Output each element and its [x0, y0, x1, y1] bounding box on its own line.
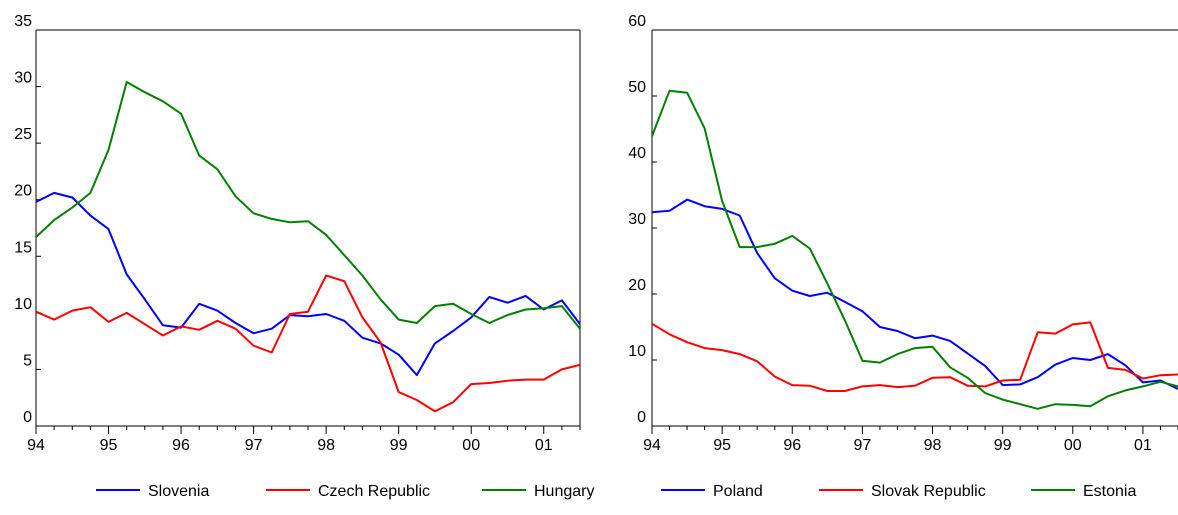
legend-label: Poland	[713, 483, 763, 500]
y-tick-label: 40	[628, 145, 646, 162]
x-tick-label: 98	[924, 437, 942, 454]
y-tick-label: 0	[637, 409, 646, 426]
y-tick-label: 15	[14, 239, 32, 256]
legend-label: Czech Republic	[318, 483, 430, 500]
series-line-hungary	[36, 81, 580, 330]
legend-item-hungary: Hungary	[482, 483, 594, 500]
series-line-poland	[652, 198, 1178, 390]
x-tick-label: 01	[535, 437, 553, 454]
y-tick-label: 50	[628, 79, 646, 96]
legend-label: Slovenia	[148, 483, 209, 500]
x-tick-label: 96	[783, 437, 801, 454]
y-tick-label: 30	[14, 70, 32, 87]
x-tick-label: 94	[27, 437, 45, 454]
legend-item-czech-republic: Czech Republic	[266, 483, 430, 500]
series-line-czech-republic	[36, 274, 580, 413]
legend-item-poland: Poland	[661, 483, 763, 500]
x-tick-label: 95	[713, 437, 731, 454]
x-tick-label: 98	[317, 437, 335, 454]
legend-item-slovak-republic: Slovak Republic	[819, 483, 986, 500]
x-tick-label: 95	[100, 437, 118, 454]
legend-label: Estonia	[1083, 483, 1136, 500]
legend-label: Hungary	[534, 483, 594, 500]
y-tick-label: 0	[23, 409, 32, 426]
chart-panel-1: 0 5 10 15 20 25 30 35 94 95 96 97 98 99 00 01 Slovenia Cz…	[14, 13, 594, 500]
y-tick-label: 60	[628, 13, 646, 30]
y-tick-label: 5	[23, 352, 32, 369]
legend-item-slovenia: Slovenia	[96, 483, 209, 500]
x-tick-label: 00	[1064, 437, 1082, 454]
series-line-estonia	[652, 89, 1178, 410]
y-tick-label: 35	[14, 13, 32, 30]
legend-label: Slovak Republic	[871, 483, 986, 500]
x-tick-label: 01	[1134, 437, 1152, 454]
y-tick-label: 30	[628, 211, 646, 228]
x-tick-label: 97	[854, 437, 872, 454]
x-tick-label: 94	[643, 437, 661, 454]
x-tick-label: 97	[245, 437, 263, 454]
y-tick-label: 25	[14, 126, 32, 143]
chart-panel-2: 0 10 20 30 40 50 60 94 95 96 97 98 99 00 01 Poland Slova…	[628, 13, 1178, 500]
series-line-slovenia	[36, 191, 580, 377]
series-line-slovak-republic	[652, 321, 1178, 392]
x-tick-label: 00	[462, 437, 480, 454]
y-tick-label: 10	[14, 296, 32, 313]
y-tick-label: 20	[14, 183, 32, 200]
x-tick-label: 99	[994, 437, 1012, 454]
y-tick-label: 10	[628, 343, 646, 360]
y-tick-label: 20	[628, 277, 646, 294]
legend-item-estonia: Estonia	[1031, 483, 1136, 500]
x-tick-label: 99	[390, 437, 408, 454]
x-tick-label: 96	[172, 437, 190, 454]
